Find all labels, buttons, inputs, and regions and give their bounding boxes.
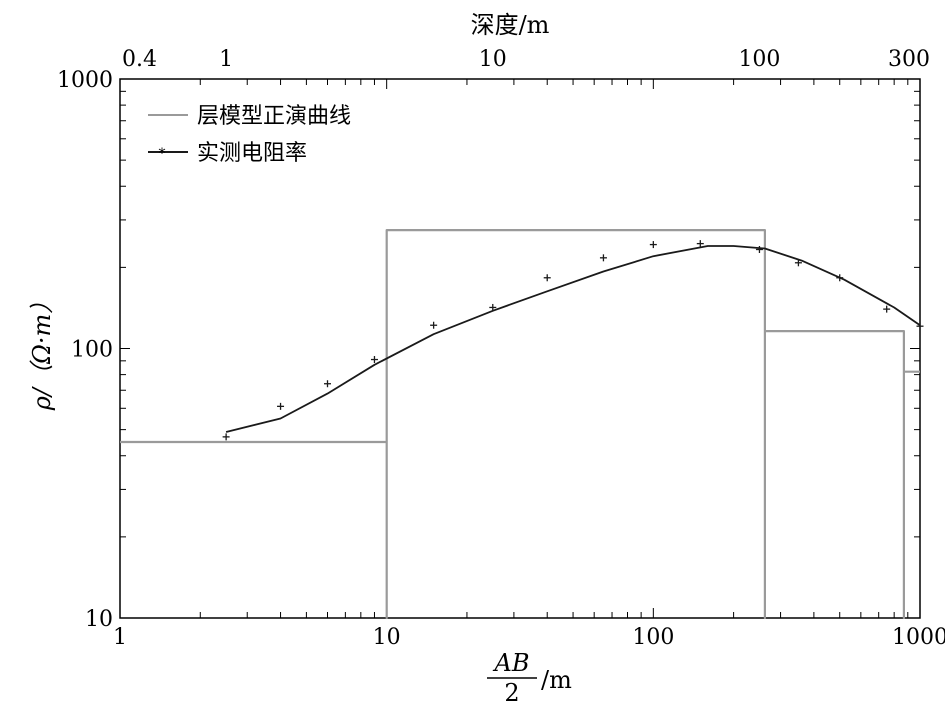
x-axis-title: AB 2 /m xyxy=(487,649,572,707)
series-layer xyxy=(120,229,924,620)
model-step-curve xyxy=(120,229,920,620)
measured-point xyxy=(755,245,763,253)
y-tick-label: 100 xyxy=(71,338,113,363)
top-tick-label: 1 xyxy=(219,47,233,72)
top-axis-title: 深度/m xyxy=(471,11,550,39)
measured-point xyxy=(916,322,924,330)
top-tick-label: 300 xyxy=(888,47,930,72)
measured-point xyxy=(836,274,844,282)
y-axis-title: ρ/（Ω·m） xyxy=(28,290,56,411)
measured-point xyxy=(370,356,378,364)
x-tick-labels: 1 10 100 1000 xyxy=(113,625,945,650)
x-axis-title-unit: /m xyxy=(541,666,572,694)
top-depth-tick-labels: 0.4 1 10 100 300 xyxy=(122,47,930,72)
x-tick-label: 1000 xyxy=(892,625,945,650)
x-axis-title-denominator: 2 xyxy=(504,679,519,707)
measured-fit-curve xyxy=(225,245,921,433)
axis-ticks xyxy=(119,79,920,619)
y-tick-labels: 10 100 1000 xyxy=(57,68,113,632)
measured-point xyxy=(794,259,802,267)
measured-point xyxy=(489,303,497,311)
top-tick-label: 0.4 xyxy=(122,47,157,72)
top-tick-label: 100 xyxy=(738,47,780,72)
measured-point xyxy=(883,305,891,313)
measured-point xyxy=(324,380,332,388)
measured-point xyxy=(599,254,607,262)
x-tick-label: 1 xyxy=(113,625,127,650)
measured-point xyxy=(649,241,657,249)
y-tick-label: 10 xyxy=(85,607,113,632)
x-tick-label: 10 xyxy=(373,625,401,650)
x-tick-label: 100 xyxy=(632,625,674,650)
measured-point xyxy=(277,402,285,410)
measured-point xyxy=(696,240,704,248)
legend-label-measured: 实测电阻率 xyxy=(197,141,307,166)
measured-point xyxy=(430,321,438,329)
y-tick-label: 1000 xyxy=(57,68,113,93)
top-tick-label: 10 xyxy=(479,47,507,72)
legend-label-model: 层模型正演曲线 xyxy=(197,104,351,129)
x-axis-title-numerator: AB xyxy=(493,649,530,677)
measured-point xyxy=(222,433,230,441)
legend: 层模型正演曲线 * 实测电阻率 xyxy=(148,104,351,166)
measured-point xyxy=(543,274,551,282)
legend-marker-measured: * xyxy=(159,146,166,162)
